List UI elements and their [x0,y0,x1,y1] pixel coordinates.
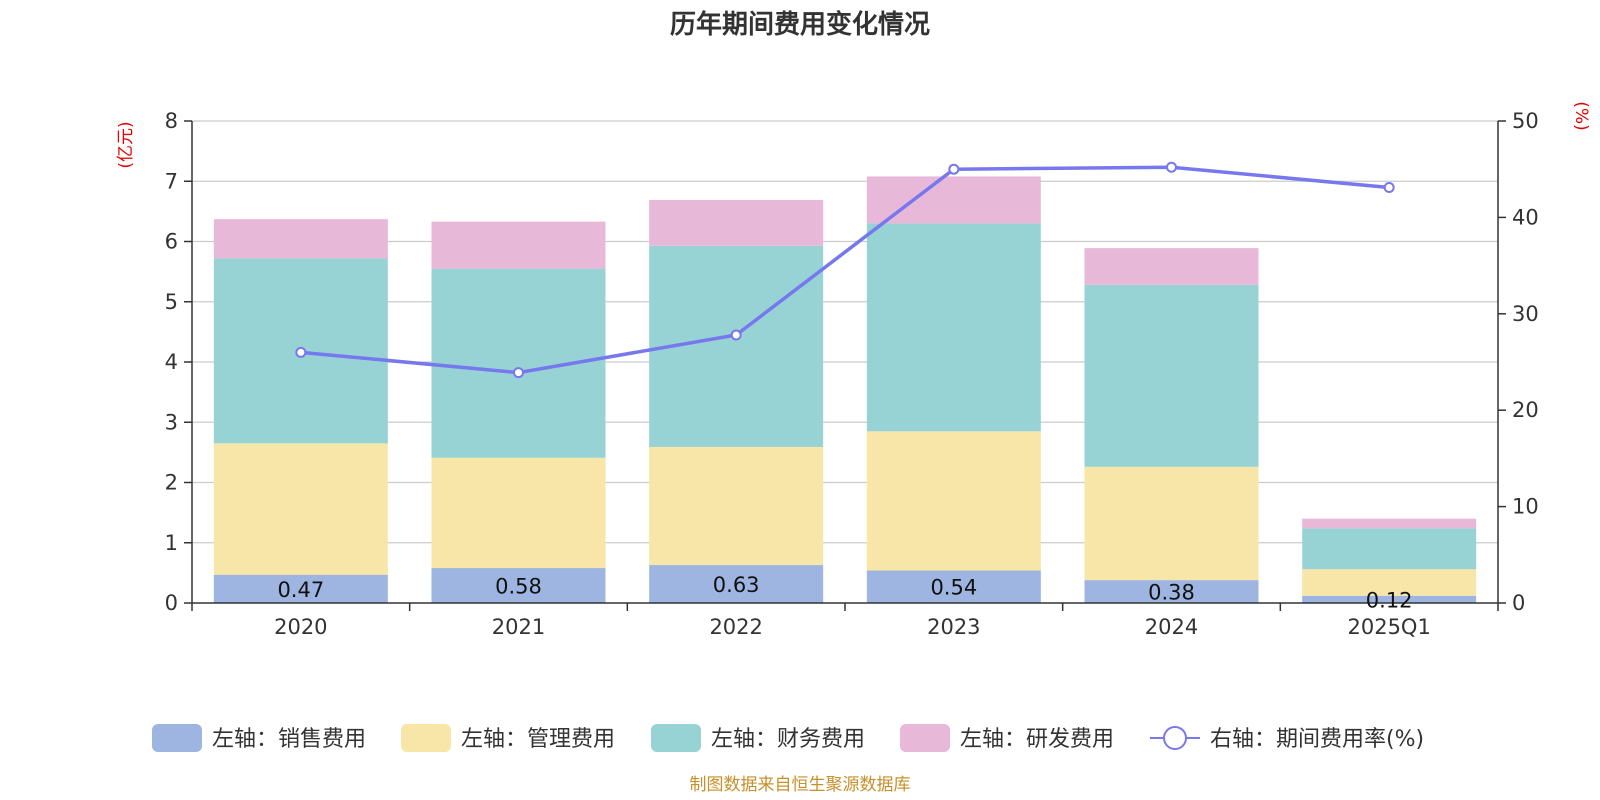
chart-title: 历年期间费用变化情况 [670,9,930,40]
left-axis-tick-label: 3 [165,410,178,434]
expense-rate-point [513,367,524,379]
expense-rate-point [948,163,960,175]
bar-segment-series-1 [649,446,824,566]
bar-segment-series-3 [649,199,824,246]
legend-line-marker [1163,726,1187,750]
right-axis-unit-label: (%) [1571,101,1591,130]
bar-segment-series-3 [866,176,1041,224]
bar-segment-series-0 [649,565,824,603]
bar-segment-series-3 [213,219,388,259]
bar-segment-series-1 [1302,569,1477,596]
left-axis-tick-label: 1 [165,531,178,555]
expense-rate-point [1166,161,1177,173]
legend-swatch-series-3 [900,724,950,752]
legend-label-series-0: 左轴：销售费用 [212,727,366,752]
left-axis-tick-label: 2 [165,471,178,495]
left-axis-tick-label: 5 [165,290,178,314]
bar-segment-series-1 [1084,466,1259,581]
expense-rate-point [1383,182,1395,194]
line-series-group [295,161,1395,379]
left-axis-tick-label: 8 [165,109,178,133]
x-axis-tick-label: 2020 [274,615,327,639]
bar-segment-series-3 [1302,518,1477,529]
legend-label-series-3: 左轴：研发费用 [960,727,1114,752]
legend-label-series-2: 左轴：财务费用 [711,727,865,752]
right-axis-tick-label: 10 [1512,495,1539,519]
bar-series-group [213,176,1477,603]
x-axis-tick-label: 2022 [709,615,762,639]
bar-segment-series-2 [866,223,1041,432]
x-axis-tick-label: 2024 [1145,615,1198,639]
axes: 0 1 2 3 4 5 6 7 8 0 10 20 30 40 50 2020 2021 2022 2023 2024… [165,109,1539,639]
bar-value-label: 0.54 [930,576,977,600]
bar-segment-series-0 [431,568,606,603]
left-axis-tick-label: 7 [165,169,178,193]
bar-segment-series-1 [866,431,1041,571]
legend-label-series-1: 左轴：管理费用 [461,727,615,752]
grid-lines [192,120,1498,544]
bar-segment-series-2 [1302,528,1477,570]
left-axis-tick-label: 4 [165,350,178,374]
x-axis-tick-label: 2025Q1 [1347,615,1430,639]
bar-segment-series-3 [431,221,606,269]
legend-swatch-series-1 [401,724,451,752]
bar-value-label: 0.63 [713,573,760,597]
legend-swatch-series-0 [152,724,202,752]
bar-segment-series-0 [213,574,388,603]
bar-segment-series-1 [213,443,388,575]
left-axis-unit-label: (亿元) [116,121,136,168]
legend-label-line-series: 右轴：期间费用率(%) [1210,727,1424,752]
right-axis-tick-label: 50 [1512,109,1539,133]
source-note: 制图数据来自恒生聚源数据库 [690,775,911,795]
x-axis-tick-label: 2023 [927,615,980,639]
right-axis-tick-label: 40 [1512,205,1539,229]
bar-value-label: 0.47 [277,578,324,602]
bar-segment-series-2 [1084,284,1259,467]
x-axis-tick-label: 2021 [492,615,545,639]
bar-value-label: 0.38 [1148,581,1195,605]
legend-swatch-series-2 [651,724,701,752]
bar-segment-series-0 [1084,580,1259,603]
bar-value-label: 0.12 [1366,588,1413,612]
right-axis-tick-label: 20 [1512,398,1539,422]
expense-rate-point [730,329,742,341]
right-axis-tick-label: 30 [1512,302,1539,326]
bar-segment-series-3 [1084,248,1259,285]
data-labels: 0.47 0.58 0.63 0.54 0.38 0.12 [277,573,1412,612]
expense-rate-point [295,346,307,358]
bar-segment-series-0 [1302,595,1477,603]
bar-segment-series-0 [866,570,1041,603]
expense-rate-line [300,165,1390,375]
legend: 左轴：销售费用 左轴：管理费用 左轴：财务费用 左轴：研发费用 右轴：期间费用率(%) [152,724,1424,752]
bar-value-label: 0.58 [495,575,542,599]
right-axis-tick-label: 0 [1512,591,1525,615]
left-axis-tick-label: 0 [165,591,178,615]
bar-segment-series-1 [431,457,606,569]
left-axis-tick-label: 6 [165,230,178,254]
